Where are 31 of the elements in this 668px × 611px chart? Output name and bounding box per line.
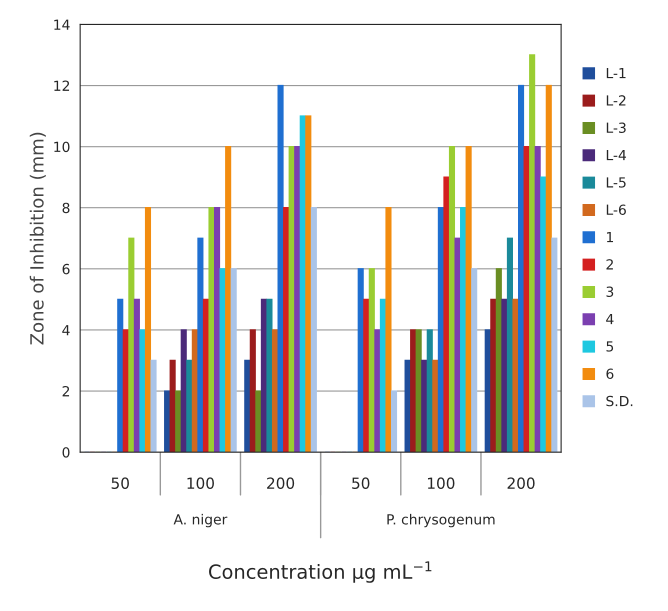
x-tick-label: 200 (267, 477, 294, 489)
legend-label: L-6 (606, 204, 626, 215)
y-tick-label: 12 (54, 80, 70, 91)
x-axis-title: Concentration µg mL$^{−1}$ (209, 561, 432, 583)
y-tick-label: 14 (54, 20, 70, 30)
x-tick-label: 200 (508, 477, 535, 489)
legend-label: 6 (606, 368, 614, 379)
legend-label: L-1 (606, 68, 626, 78)
y-tick-label: 4 (62, 325, 70, 336)
legend-label: L-2 (606, 95, 626, 106)
x-tick-label: 100 (187, 477, 214, 489)
y-tick-label: 2 (62, 386, 70, 396)
legend-label: L-4 (606, 150, 626, 160)
y-axis-title: Zone of Inhibition (mm) (30, 132, 46, 345)
x-tick-label: 50 (112, 477, 129, 489)
legend-label: L-3 (606, 122, 626, 133)
text: P. chrysogenum (387, 514, 495, 528)
y-tick-label: 8 (62, 202, 70, 214)
x-tick-label: 100 (428, 477, 454, 489)
text: A. niger (174, 514, 228, 528)
y-tick-label: 10 (54, 142, 70, 152)
legend-label: S.D. (606, 396, 632, 406)
y-tick-label: 6 (62, 264, 70, 274)
legend-label: L-5 (606, 177, 626, 188)
legend-label: 3 (606, 286, 614, 297)
legend-label: 4 (606, 314, 614, 324)
y-tick-label: 0 (62, 447, 70, 458)
legend-label: 5 (606, 341, 614, 352)
x-tick-label: 50 (352, 477, 370, 489)
legend-label: 2 (606, 259, 613, 270)
legend-label: 1 (606, 232, 614, 242)
